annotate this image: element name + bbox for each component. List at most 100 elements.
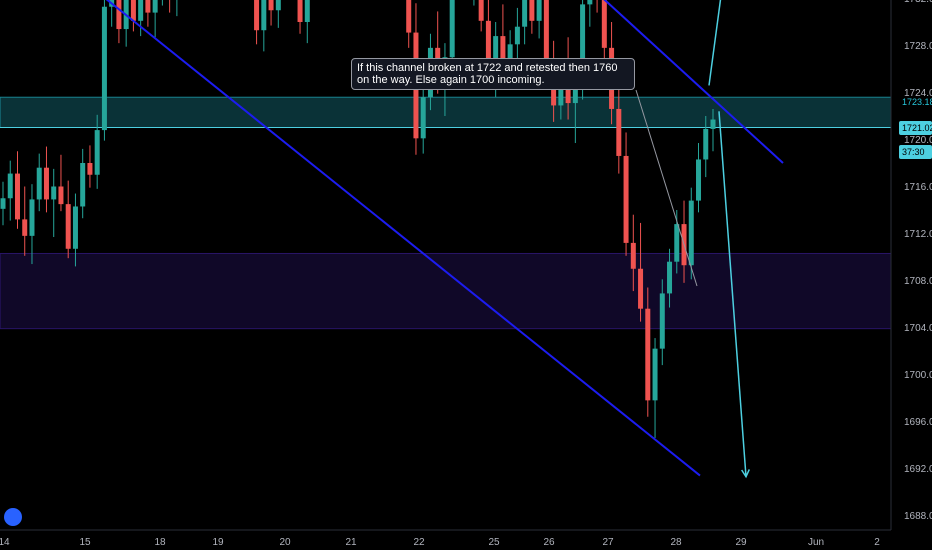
candle [536,0,542,21]
candle [601,0,607,48]
candle [72,206,78,249]
candle [304,0,310,22]
time-tick-label: 19 [212,537,224,548]
price-tick-label: 1720.00 [904,135,932,146]
price-tick-label: 1716.00 [904,182,932,193]
price-tick-label: 1712.00 [904,229,932,240]
candle [0,198,6,209]
candle [638,268,644,309]
tradingview-logo-icon[interactable] [4,508,22,526]
candle [130,0,136,21]
candle [659,293,665,349]
time-tick-label: 14 [0,537,10,548]
callout-pointer [635,89,698,287]
candle [572,81,578,104]
time-tick-label: Jun [808,537,824,548]
candle [275,0,281,11]
scenario-arrows [635,0,750,479]
time-tick-label: 29 [735,537,747,548]
candle [587,0,593,5]
time-tick-label: 28 [670,537,682,548]
time-tick-label: 27 [602,537,614,548]
price-tick-label: 1732.00 [904,0,932,5]
candle [493,36,499,61]
candle [703,128,709,160]
candle [14,173,20,220]
price-label-3: 37:30 [899,145,932,160]
time-tick-label: 15 [79,537,91,548]
annotation-callout[interactable]: If this channel broken at 1722 and retes… [351,58,635,90]
candle [522,0,528,27]
candle [116,0,122,30]
candle [87,163,93,175]
price-tick-label: 1692.00 [904,464,932,475]
channel-upper-line [603,0,784,164]
candle [543,0,549,66]
time-axis[interactable]: 14 15 18 19 20 21 22 25 26 27 28 29 Jun 2 [0,537,880,548]
time-tick-label: 2 [874,537,880,548]
time-tick-label: 21 [345,537,357,548]
candle [645,308,651,401]
candle [485,20,491,61]
scenario-arrow-1 [718,111,747,477]
candle [297,0,303,22]
candle [36,167,42,200]
price-tick-label: 1704.00 [904,323,932,334]
candle [514,26,520,45]
candle [529,0,535,21]
candle [152,0,158,13]
price-tick-label: 1708.00 [904,276,932,287]
price-tick-label: 1728.00 [904,41,932,52]
price-label-1: 1723.18 [902,97,932,108]
price-tick-label: 1700.00 [904,370,932,381]
candle [80,163,86,207]
candle [449,0,455,58]
candle [630,242,636,269]
time-tick-label: 26 [543,537,555,548]
zone-2 [0,96,892,129]
time-tick-label: 22 [413,537,425,548]
candle [43,167,49,200]
candle [616,108,622,156]
candle [22,219,28,236]
candle [145,0,151,13]
candle [138,0,144,21]
candle [254,0,260,31]
candle [688,200,694,266]
price-tick-label: 1724.00 [904,88,932,99]
candle [261,0,267,31]
candle [101,6,107,131]
candle [500,36,506,77]
zone-3 [0,252,892,330]
horizontal-levels [0,127,891,129]
candle [268,0,274,11]
time-tick-label: 18 [154,537,166,548]
price-tick-label: 1696.00 [904,417,932,428]
candle [652,348,658,401]
candle [7,173,13,199]
candle [420,97,426,139]
time-tick-label: 20 [279,537,291,548]
candle [58,186,64,205]
candle [51,186,57,200]
candle [478,0,484,21]
candle [674,224,680,262]
candle [65,204,71,249]
candle [580,4,586,82]
candle [29,199,35,236]
time-tick-label: 25 [488,537,500,548]
candle [667,261,673,294]
price-tick-label: 1688.00 [904,511,932,522]
channel-lower-line [105,0,701,477]
candle [406,0,412,33]
price-axis[interactable]: 1688.00 1692.00 1696.00 1700.00 1704.00 1708.… [904,0,932,522]
candle [710,119,716,129]
price-label-2: 1721.02 [899,120,932,135]
scenario-arrow-0 [708,0,722,86]
candle [696,159,702,201]
candle [94,130,100,175]
descending-channel [105,0,784,477]
arrow-head-icon [741,469,750,479]
support-resistance-zones [0,96,892,330]
